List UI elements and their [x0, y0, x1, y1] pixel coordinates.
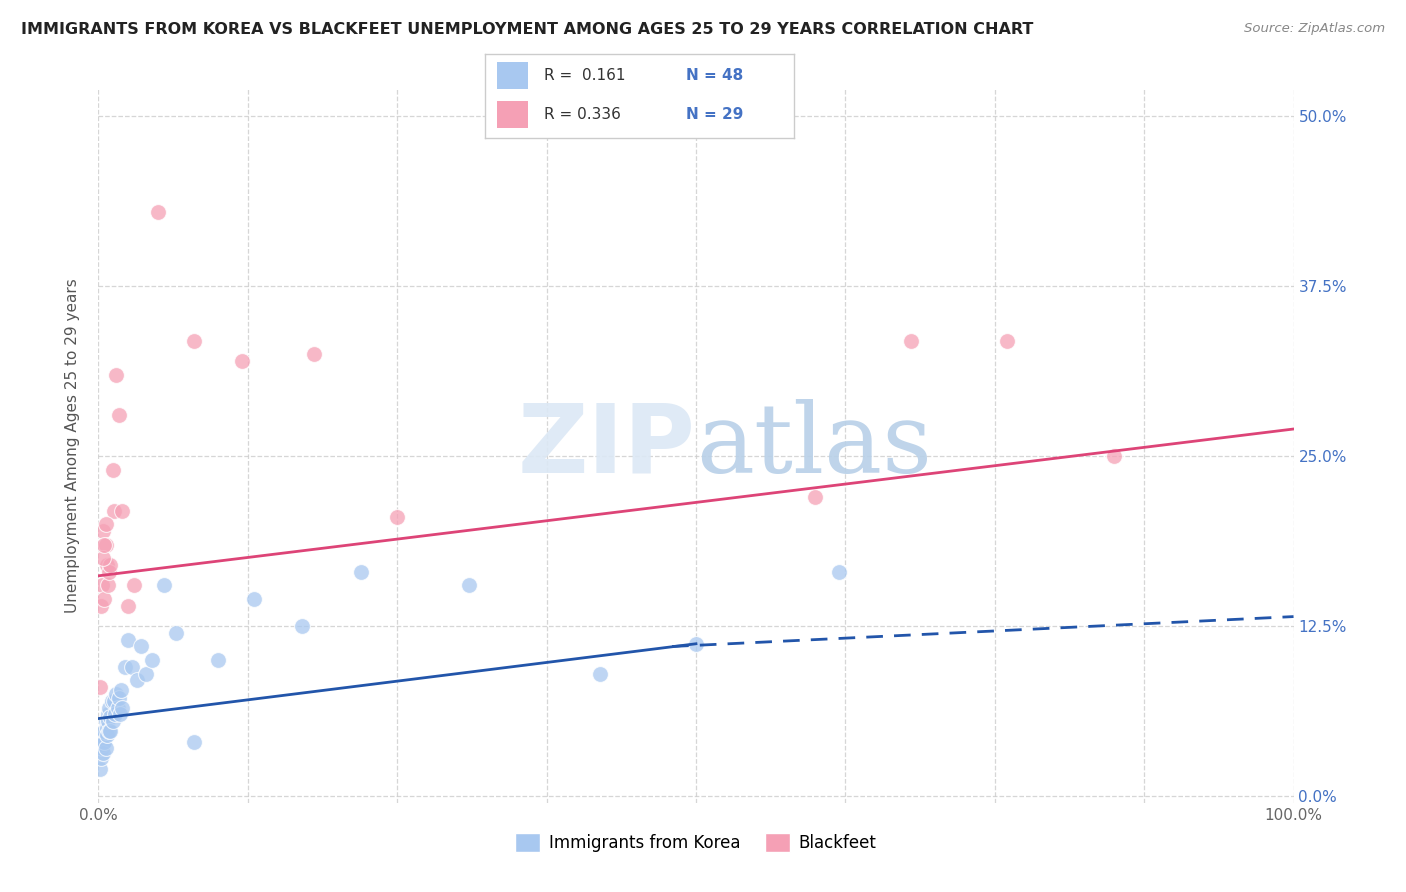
Point: [165, 626, 187, 640]
Point: [94, 714, 117, 729]
Point: [804, 490, 827, 504]
Point: [91, 737, 114, 751]
Text: atlas: atlas: [696, 399, 932, 493]
Text: R = 0.336: R = 0.336: [544, 107, 620, 121]
Point: [101, 714, 124, 729]
Point: [207, 653, 229, 667]
Point: [98, 565, 121, 579]
Point: [91, 524, 114, 538]
Text: Source: ZipAtlas.com: Source: ZipAtlas.com: [1244, 22, 1385, 36]
Point: [183, 334, 205, 348]
Point: [93, 537, 115, 551]
Point: [124, 578, 146, 592]
Text: R =  0.161: R = 0.161: [544, 69, 626, 84]
Point: [302, 347, 325, 361]
Y-axis label: Unemployment Among Ages 25 to 29 years: Unemployment Among Ages 25 to 29 years: [65, 278, 80, 614]
Point: [98, 723, 122, 738]
Point: [458, 578, 481, 592]
Point: [103, 503, 125, 517]
Point: [91, 578, 114, 592]
Point: [153, 578, 176, 592]
Point: [96, 558, 118, 572]
Point: [148, 204, 170, 219]
Point: [900, 334, 922, 348]
Point: [97, 707, 120, 722]
Point: [93, 591, 115, 606]
Point: [93, 734, 115, 748]
Point: [94, 537, 117, 551]
Point: [135, 666, 157, 681]
Point: [107, 409, 129, 423]
Bar: [498, 62, 529, 89]
Point: [93, 723, 115, 738]
Legend: Immigrants from Korea, Blackfeet: Immigrants from Korea, Blackfeet: [509, 827, 883, 859]
Point: [91, 746, 114, 760]
Point: [89, 741, 111, 756]
Bar: [498, 101, 529, 128]
Point: [385, 510, 409, 524]
Point: [100, 694, 122, 708]
Point: [107, 700, 129, 714]
Point: [105, 687, 128, 701]
Point: [114, 660, 136, 674]
Point: [828, 565, 851, 579]
Point: [98, 558, 122, 572]
Point: [117, 599, 139, 613]
Point: [121, 660, 143, 674]
Point: [91, 551, 114, 566]
Point: [231, 354, 253, 368]
Point: [94, 741, 117, 756]
Text: N = 48: N = 48: [686, 69, 744, 84]
Point: [104, 707, 127, 722]
Point: [97, 714, 120, 729]
Point: [96, 721, 118, 735]
Point: [589, 666, 612, 681]
Point: [1104, 449, 1126, 463]
Point: [98, 700, 121, 714]
Point: [98, 710, 122, 724]
Text: ZIP: ZIP: [517, 400, 696, 492]
Point: [291, 619, 314, 633]
Point: [101, 463, 124, 477]
Point: [89, 680, 111, 694]
Point: [108, 707, 131, 722]
Point: [89, 762, 111, 776]
Point: [117, 632, 139, 647]
Point: [97, 578, 120, 592]
Text: N = 29: N = 29: [686, 107, 744, 121]
Point: [685, 637, 707, 651]
Point: [105, 368, 128, 382]
Point: [96, 728, 118, 742]
Text: IMMIGRANTS FROM KOREA VS BLACKFEET UNEMPLOYMENT AMONG AGES 25 TO 29 YEARS CORREL: IMMIGRANTS FROM KOREA VS BLACKFEET UNEMP…: [21, 22, 1033, 37]
Point: [110, 683, 132, 698]
Point: [90, 751, 112, 765]
Point: [107, 691, 129, 706]
Point: [125, 673, 148, 688]
Point: [141, 653, 163, 667]
Point: [243, 591, 266, 606]
Point: [131, 640, 153, 654]
Point: [103, 694, 125, 708]
Point: [91, 741, 114, 756]
Point: [98, 723, 121, 738]
Point: [111, 700, 134, 714]
Point: [183, 734, 205, 748]
Point: [94, 517, 117, 532]
Point: [90, 737, 112, 751]
Point: [111, 503, 134, 517]
Point: [90, 599, 112, 613]
Point: [995, 334, 1018, 348]
Point: [91, 731, 114, 746]
Point: [350, 565, 373, 579]
